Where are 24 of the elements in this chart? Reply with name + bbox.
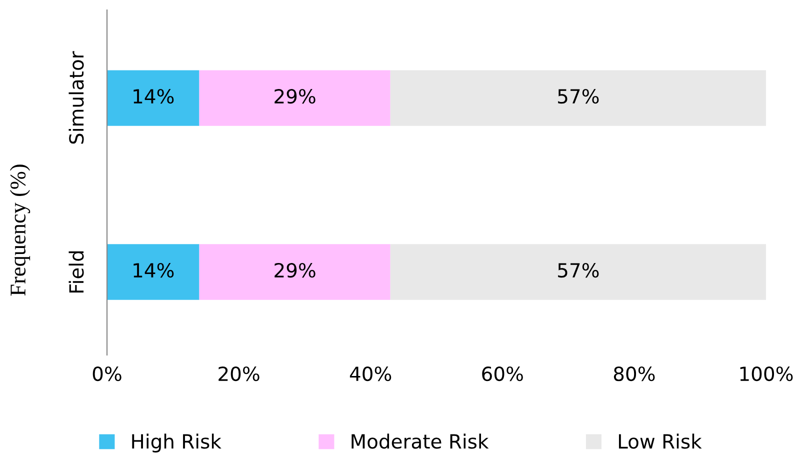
data-label: 14%: [134, 88, 174, 104]
bar: [199, 244, 390, 300]
bar: [107, 244, 200, 300]
data-label: 29%: [274, 262, 316, 278]
data-label: 57%: [558, 262, 599, 278]
bar: [390, 70, 766, 126]
x-tick-label: 20%: [218, 366, 260, 382]
x-tick-label: 0%: [92, 366, 122, 382]
legend-label: Moderate Risk: [352, 434, 489, 449]
x-tick-label: 100%: [740, 366, 793, 382]
legend-label: Low Risk: [618, 434, 702, 449]
data-label: 29%: [274, 88, 316, 104]
x-tick-label: 80%: [614, 366, 655, 382]
bar: [107, 70, 200, 126]
legend-label: High Risk: [132, 434, 222, 452]
y-axis-title: Frequency (%): [10, 164, 30, 296]
x-tick-label: 40%: [350, 366, 392, 382]
y-tick-label: Simulator: [68, 51, 84, 144]
bar: [390, 244, 766, 300]
data-label: 57%: [558, 88, 599, 104]
y-tick-label: Field: [68, 251, 84, 293]
data-label: 14%: [134, 262, 174, 278]
x-tick-label: 60%: [482, 366, 523, 382]
bar: [199, 70, 390, 126]
